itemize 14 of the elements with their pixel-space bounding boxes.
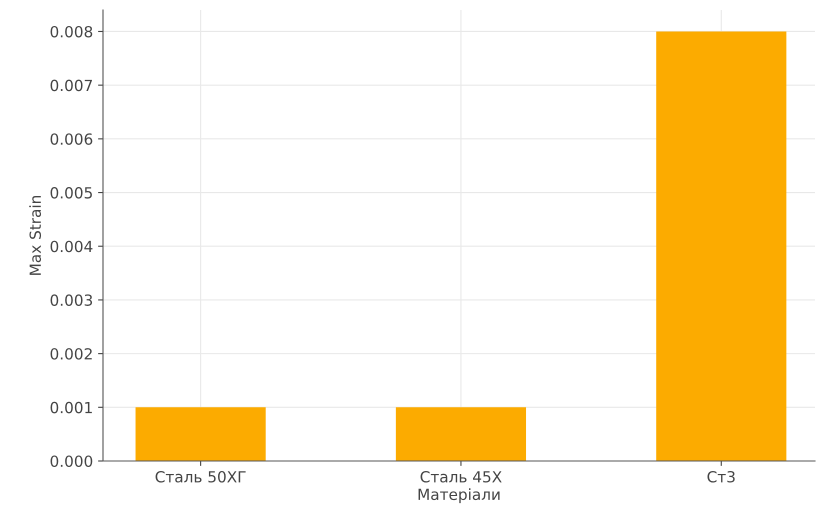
- y-tick-label: 0.002: [50, 348, 92, 360]
- y-tick-label: 0.006: [50, 133, 92, 145]
- y-tick-label: 0.000: [50, 455, 92, 468]
- y-tick-label: 0.008: [50, 26, 92, 38]
- y-tick-label: 0.007: [50, 80, 92, 92]
- y-tick-label: 0.004: [50, 240, 92, 252]
- y-tick-label: 0.005: [50, 187, 92, 199]
- x-axis-title: Матеріали: [418, 488, 500, 504]
- x-tick-label: Ст3: [707, 470, 735, 483]
- y-tick-label: 0.001: [50, 402, 92, 414]
- x-tick-label: Сталь 45Х: [420, 470, 502, 483]
- y-axis-title: Max Strain: [29, 196, 42, 275]
- y-tick-label: 0.003: [50, 294, 92, 306]
- x-tick-label: Сталь 50ХГ: [156, 470, 246, 483]
